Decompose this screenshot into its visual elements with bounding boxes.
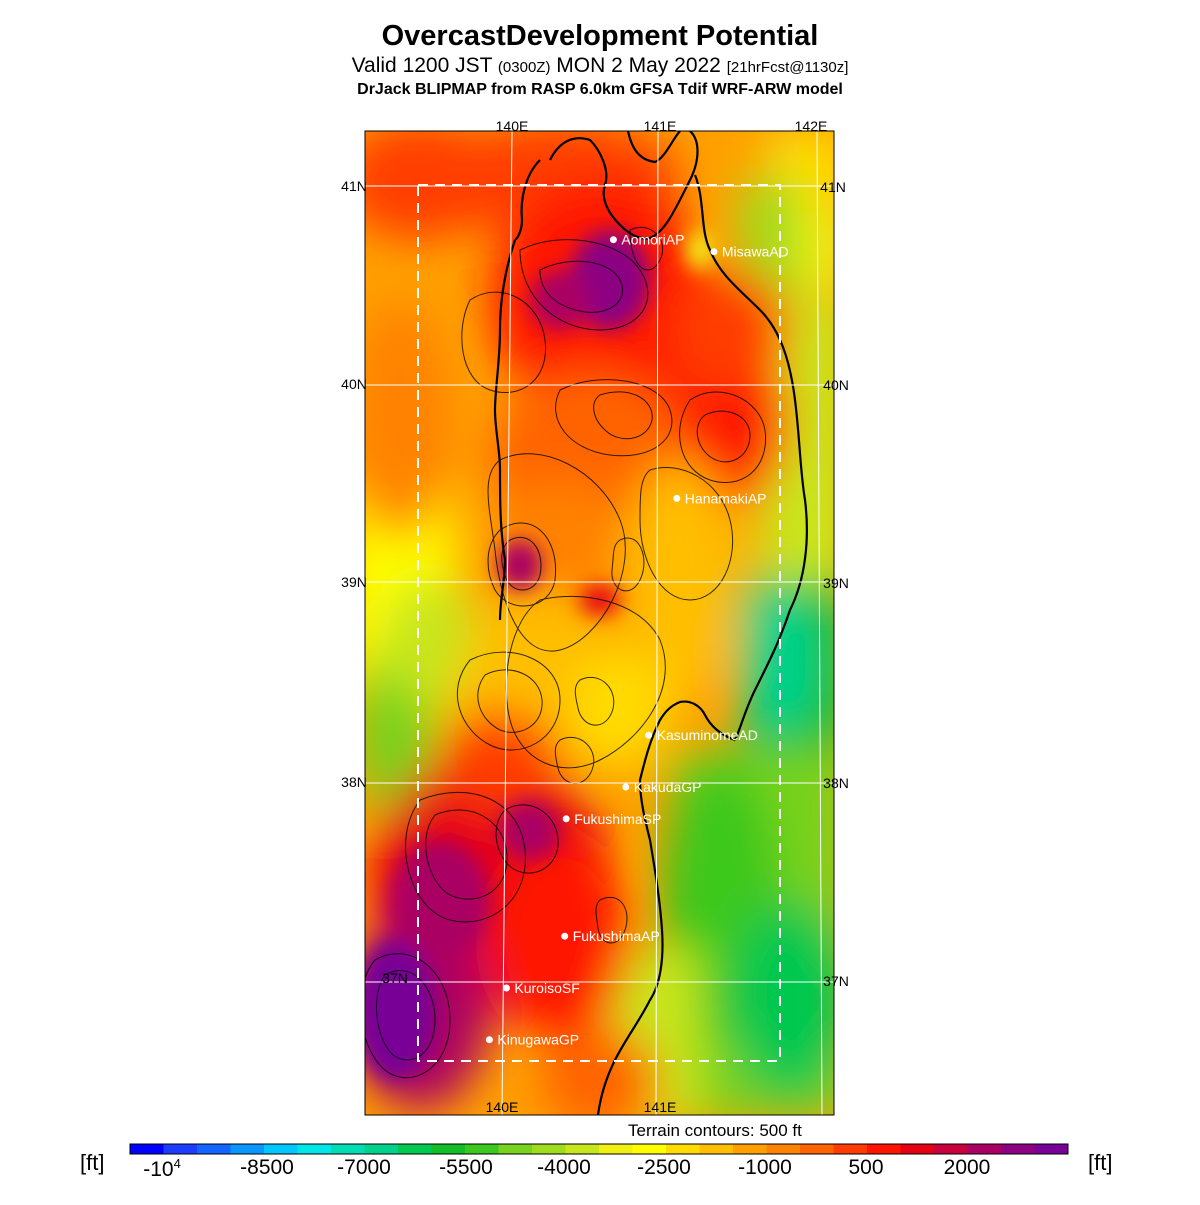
station-label: MisawaAD [722, 244, 789, 260]
lat-label-left: 40N [341, 376, 367, 392]
colorbar-swatch [465, 1144, 499, 1154]
inner-domain-box [417, 184, 781, 1062]
station-marker [502, 984, 510, 992]
station-marker [609, 236, 617, 244]
lat-label-right: 37N [823, 973, 849, 989]
station-marker [710, 248, 718, 256]
colorbar-swatch [833, 1144, 868, 1154]
lon-label-top: 142E [795, 118, 828, 134]
colorbar-tick-label: -104 [143, 1156, 181, 1181]
colorbar-swatch [800, 1144, 834, 1154]
colorbar-unit-left: [ft] [80, 1150, 105, 1175]
station-label: KasuminomeAD [657, 727, 758, 743]
station-marker [673, 494, 681, 502]
station-markers: AomoriAP MisawaAD HanamakiAP KasuminomeAD Ka… [485, 232, 789, 1048]
station-label: FukushimaAP [573, 928, 660, 944]
colorbar-swatch [1034, 1144, 1069, 1154]
lon-label-top: 140E [496, 118, 529, 134]
colorbar-swatch [666, 1144, 700, 1154]
colorbar-swatch [699, 1144, 734, 1154]
station-label: KakudaGP [634, 779, 702, 795]
colorbar-tick-label: -2500 [637, 1156, 691, 1179]
colorbar-unit-right: [ft] [1088, 1150, 1113, 1175]
colorbar-swatch [967, 1144, 1002, 1154]
station-marker [622, 783, 630, 791]
colorbar-swatch [867, 1144, 901, 1154]
lon-label-top: 141E [644, 118, 677, 134]
forecast-info: [21hrFcst@1130z] [726, 59, 849, 76]
colorbar-swatch [733, 1144, 767, 1154]
lat-label-right: 39N [823, 575, 849, 591]
colorbar-swatch [398, 1144, 432, 1154]
colorbar-frame [129, 1143, 1069, 1155]
axis-labels: 140E 141E 142E 140E 141E 41N 40N 39N 38N… [341, 118, 849, 1115]
colorbar-swatch [632, 1144, 667, 1154]
lat-label-left: 37N [382, 970, 408, 986]
lon-label-bottom: 141E [644, 1099, 677, 1115]
station-label: AomoriAP [621, 232, 684, 248]
lat-label-right: 38N [823, 775, 849, 791]
colorbar-swatch [297, 1144, 332, 1154]
colorbar-swatch [934, 1144, 968, 1154]
colorbar-swatch [130, 1144, 164, 1154]
terrain-contours-caption: Terrain contours: 500 ft [628, 1121, 802, 1140]
lat-label-left: 41N [341, 178, 367, 194]
colorbar-tick-label: 500 [848, 1156, 884, 1179]
colorbar-tick-label: -8500 [240, 1156, 294, 1179]
colorbar-tick-label: -5500 [439, 1156, 493, 1179]
colorbar-swatch [364, 1144, 399, 1154]
lon-label-bottom: 140E [486, 1099, 519, 1115]
valid-prefix: Valid 1200 JST [351, 54, 493, 77]
lat-label-left: 38N [341, 774, 367, 790]
map-title: OvercastDevelopment Potential [381, 20, 819, 52]
colorbar-swatch [532, 1144, 566, 1154]
station-label: HanamakiAP [685, 490, 767, 506]
model-subtitle: DrJack BLIPMAP from RASP 6.0km GFSA Tdif… [357, 81, 843, 98]
lat-label-right: 41N [820, 179, 846, 195]
colorbar-tick-label: -4000 [537, 1156, 591, 1179]
station-marker [485, 1036, 493, 1044]
colorbar-tick-label: -7000 [337, 1156, 391, 1179]
colorbar-tick-label: -1000 [738, 1156, 792, 1179]
colorbar-swatch [264, 1144, 298, 1154]
station-marker [562, 815, 570, 823]
valid-utc: (0300Z) [497, 59, 551, 76]
colorbar-swatch [230, 1144, 265, 1154]
valid-date: MON 2 May 2022 [556, 54, 721, 77]
colorbar-swatch [197, 1144, 231, 1154]
lat-lon-grid [365, 131, 834, 1115]
lat-label-left: 39N [341, 574, 367, 590]
colorbar-swatch [498, 1144, 533, 1154]
colorbar-swatch [599, 1144, 633, 1154]
field-layer [365, 131, 834, 1115]
colorbar-swatch [900, 1144, 935, 1154]
station-marker [645, 731, 653, 739]
colorbar-tick-label: 2000 [943, 1156, 991, 1179]
colorbar-swatch [1001, 1144, 1035, 1154]
colorbar-swatch [163, 1144, 198, 1154]
colorbar-swatch [766, 1144, 801, 1154]
station-label: FukushimaSP [574, 811, 661, 827]
colorbar-swatch [431, 1144, 466, 1154]
station-label: KinugawaGP [497, 1032, 579, 1048]
map-frame [364, 130, 835, 1116]
valid-time: Valid 1200 JST (0300Z) MON 2 May 2022 [2… [0, 54, 1200, 78]
colorbar-swatch [565, 1144, 600, 1154]
colorbar [129, 1143, 1069, 1155]
station-label: KuroisoSF [514, 980, 579, 996]
coastline [493, 131, 808, 1115]
colorbar-swatch [331, 1144, 365, 1154]
lat-label-right: 40N [823, 377, 849, 393]
station-marker [561, 932, 569, 940]
